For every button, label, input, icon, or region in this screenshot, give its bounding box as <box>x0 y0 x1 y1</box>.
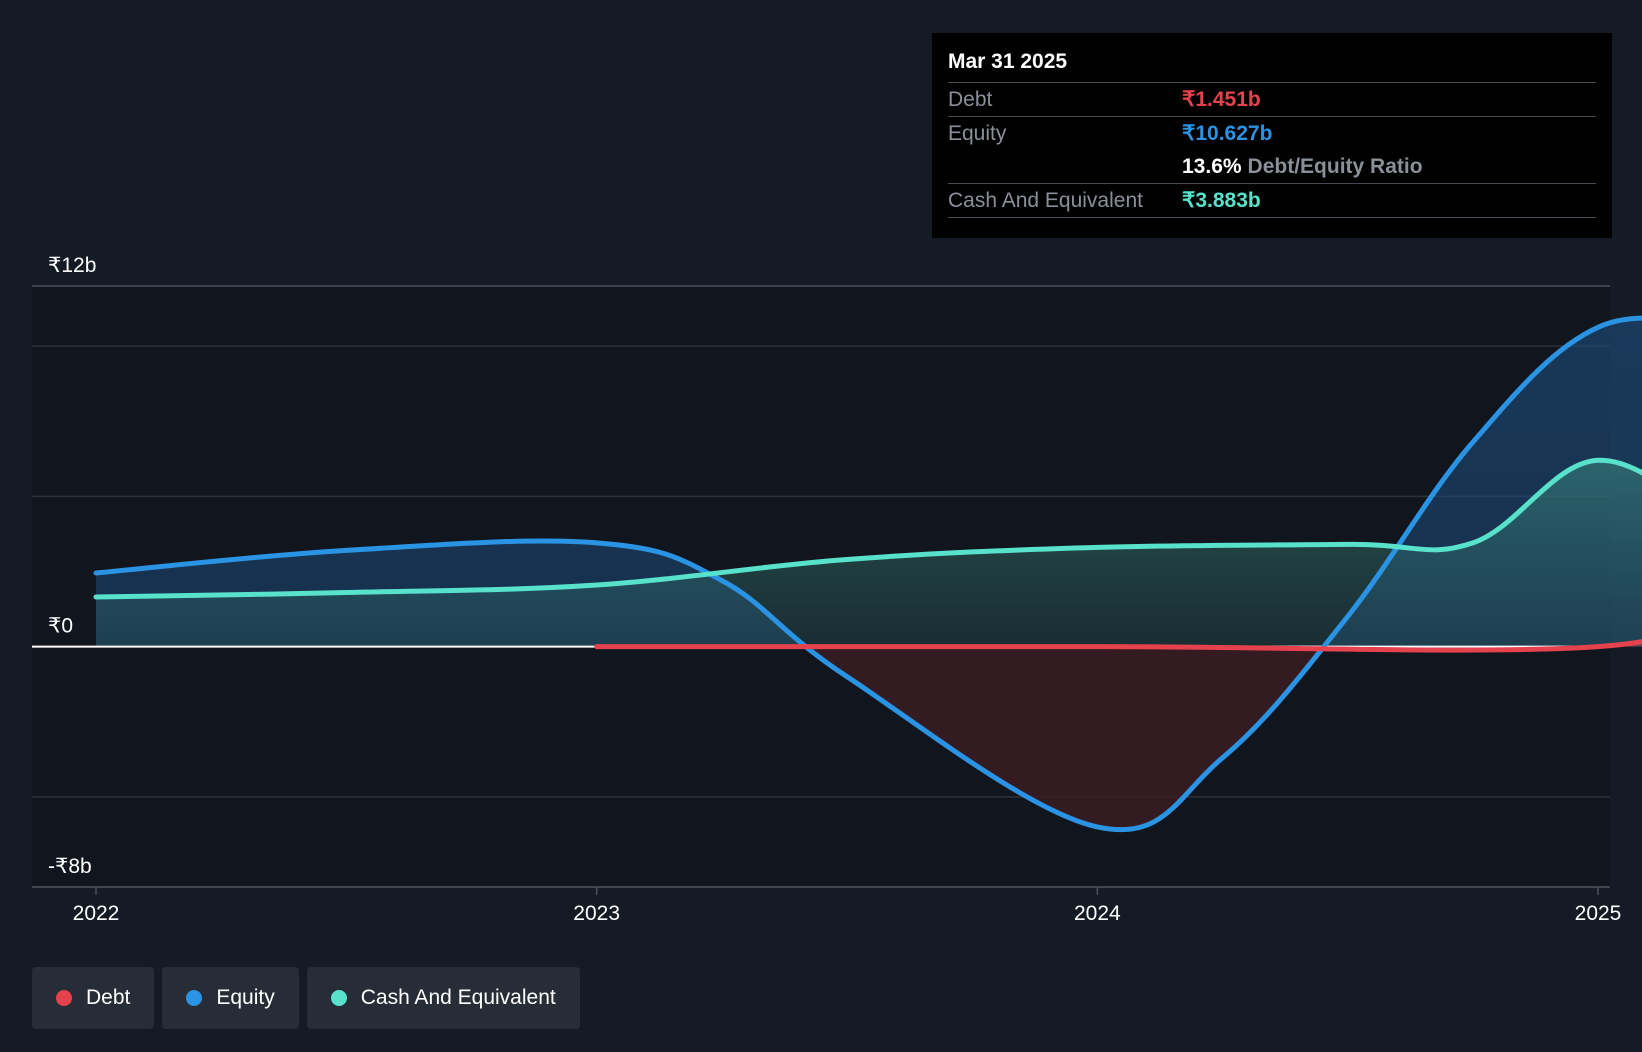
cash-and-equivalent-line <box>93 457 1642 600</box>
tooltip-equity-label: Equity <box>948 122 1007 145</box>
y-tick-label: ₹12b <box>48 254 96 277</box>
y-axis-labels: ₹12b ₹0 -₹8b <box>48 254 96 878</box>
x-tick-label: 2025 <box>1575 902 1622 925</box>
tooltip-cash-value: ₹3.883b <box>1182 189 1261 212</box>
legend-label-cash: Cash And Equivalent <box>360 986 556 1009</box>
legend-item-debt[interactable]: Debt <box>32 967 155 1029</box>
x-tick-label: 2022 <box>73 902 120 925</box>
y-tick-label: -₹8b <box>48 855 92 878</box>
tooltip-debt-label: Debt <box>948 88 993 111</box>
gridlines <box>32 285 1610 888</box>
x-tick-label: 2023 <box>573 902 620 925</box>
x-tick-label: 2024 <box>1074 902 1121 925</box>
debt-line <box>594 639 1642 653</box>
legend-label-equity: Equity <box>216 986 275 1009</box>
equity-area-positive <box>96 318 1642 647</box>
legend-item-cash[interactable]: Cash And Equivalent <box>306 967 580 1029</box>
tooltip-row-equity: Equity ₹10.627b <box>948 117 1596 150</box>
tooltip-ratio-percent: 13.6% <box>1182 155 1242 178</box>
tooltip-row-debt: Debt ₹1.451b <box>948 83 1596 117</box>
legend-dot-equity <box>186 990 203 1006</box>
series-lines <box>93 315 1642 833</box>
tooltip-date: Mar 31 2025 <box>948 47 1596 83</box>
equity-line <box>93 315 1642 833</box>
y-tick-label: ₹0 <box>48 615 73 638</box>
legend-dot-debt <box>56 990 72 1006</box>
x-axis-labels: 2022 2023 2024 2025 <box>73 887 1622 925</box>
tooltip-ratio-label: Debt/Equity Ratio <box>1247 155 1423 178</box>
cash-and-equivalent-area <box>96 460 1642 647</box>
legend-dot-cash <box>330 990 347 1006</box>
tooltip-cash-label: Cash And Equivalent <box>948 189 1143 212</box>
tooltip-equity-value: ₹10.627b <box>1182 122 1273 145</box>
legend-label-debt: Debt <box>86 986 131 1009</box>
legend-item-equity[interactable]: Equity <box>162 967 299 1029</box>
tooltip-panel: Mar 31 2025 Debt ₹1.451b Equity ₹10.627b… <box>932 33 1612 238</box>
tooltip-debt-value: ₹1.451b <box>1182 88 1261 111</box>
tooltip-row-ratio: 13.6% Debt/Equity Ratio <box>948 150 1596 184</box>
tooltip-row-cash: Cash And Equivalent ₹3.883b <box>948 184 1596 218</box>
chart-legend: Debt Equity Cash And Equivalent <box>32 967 580 1029</box>
